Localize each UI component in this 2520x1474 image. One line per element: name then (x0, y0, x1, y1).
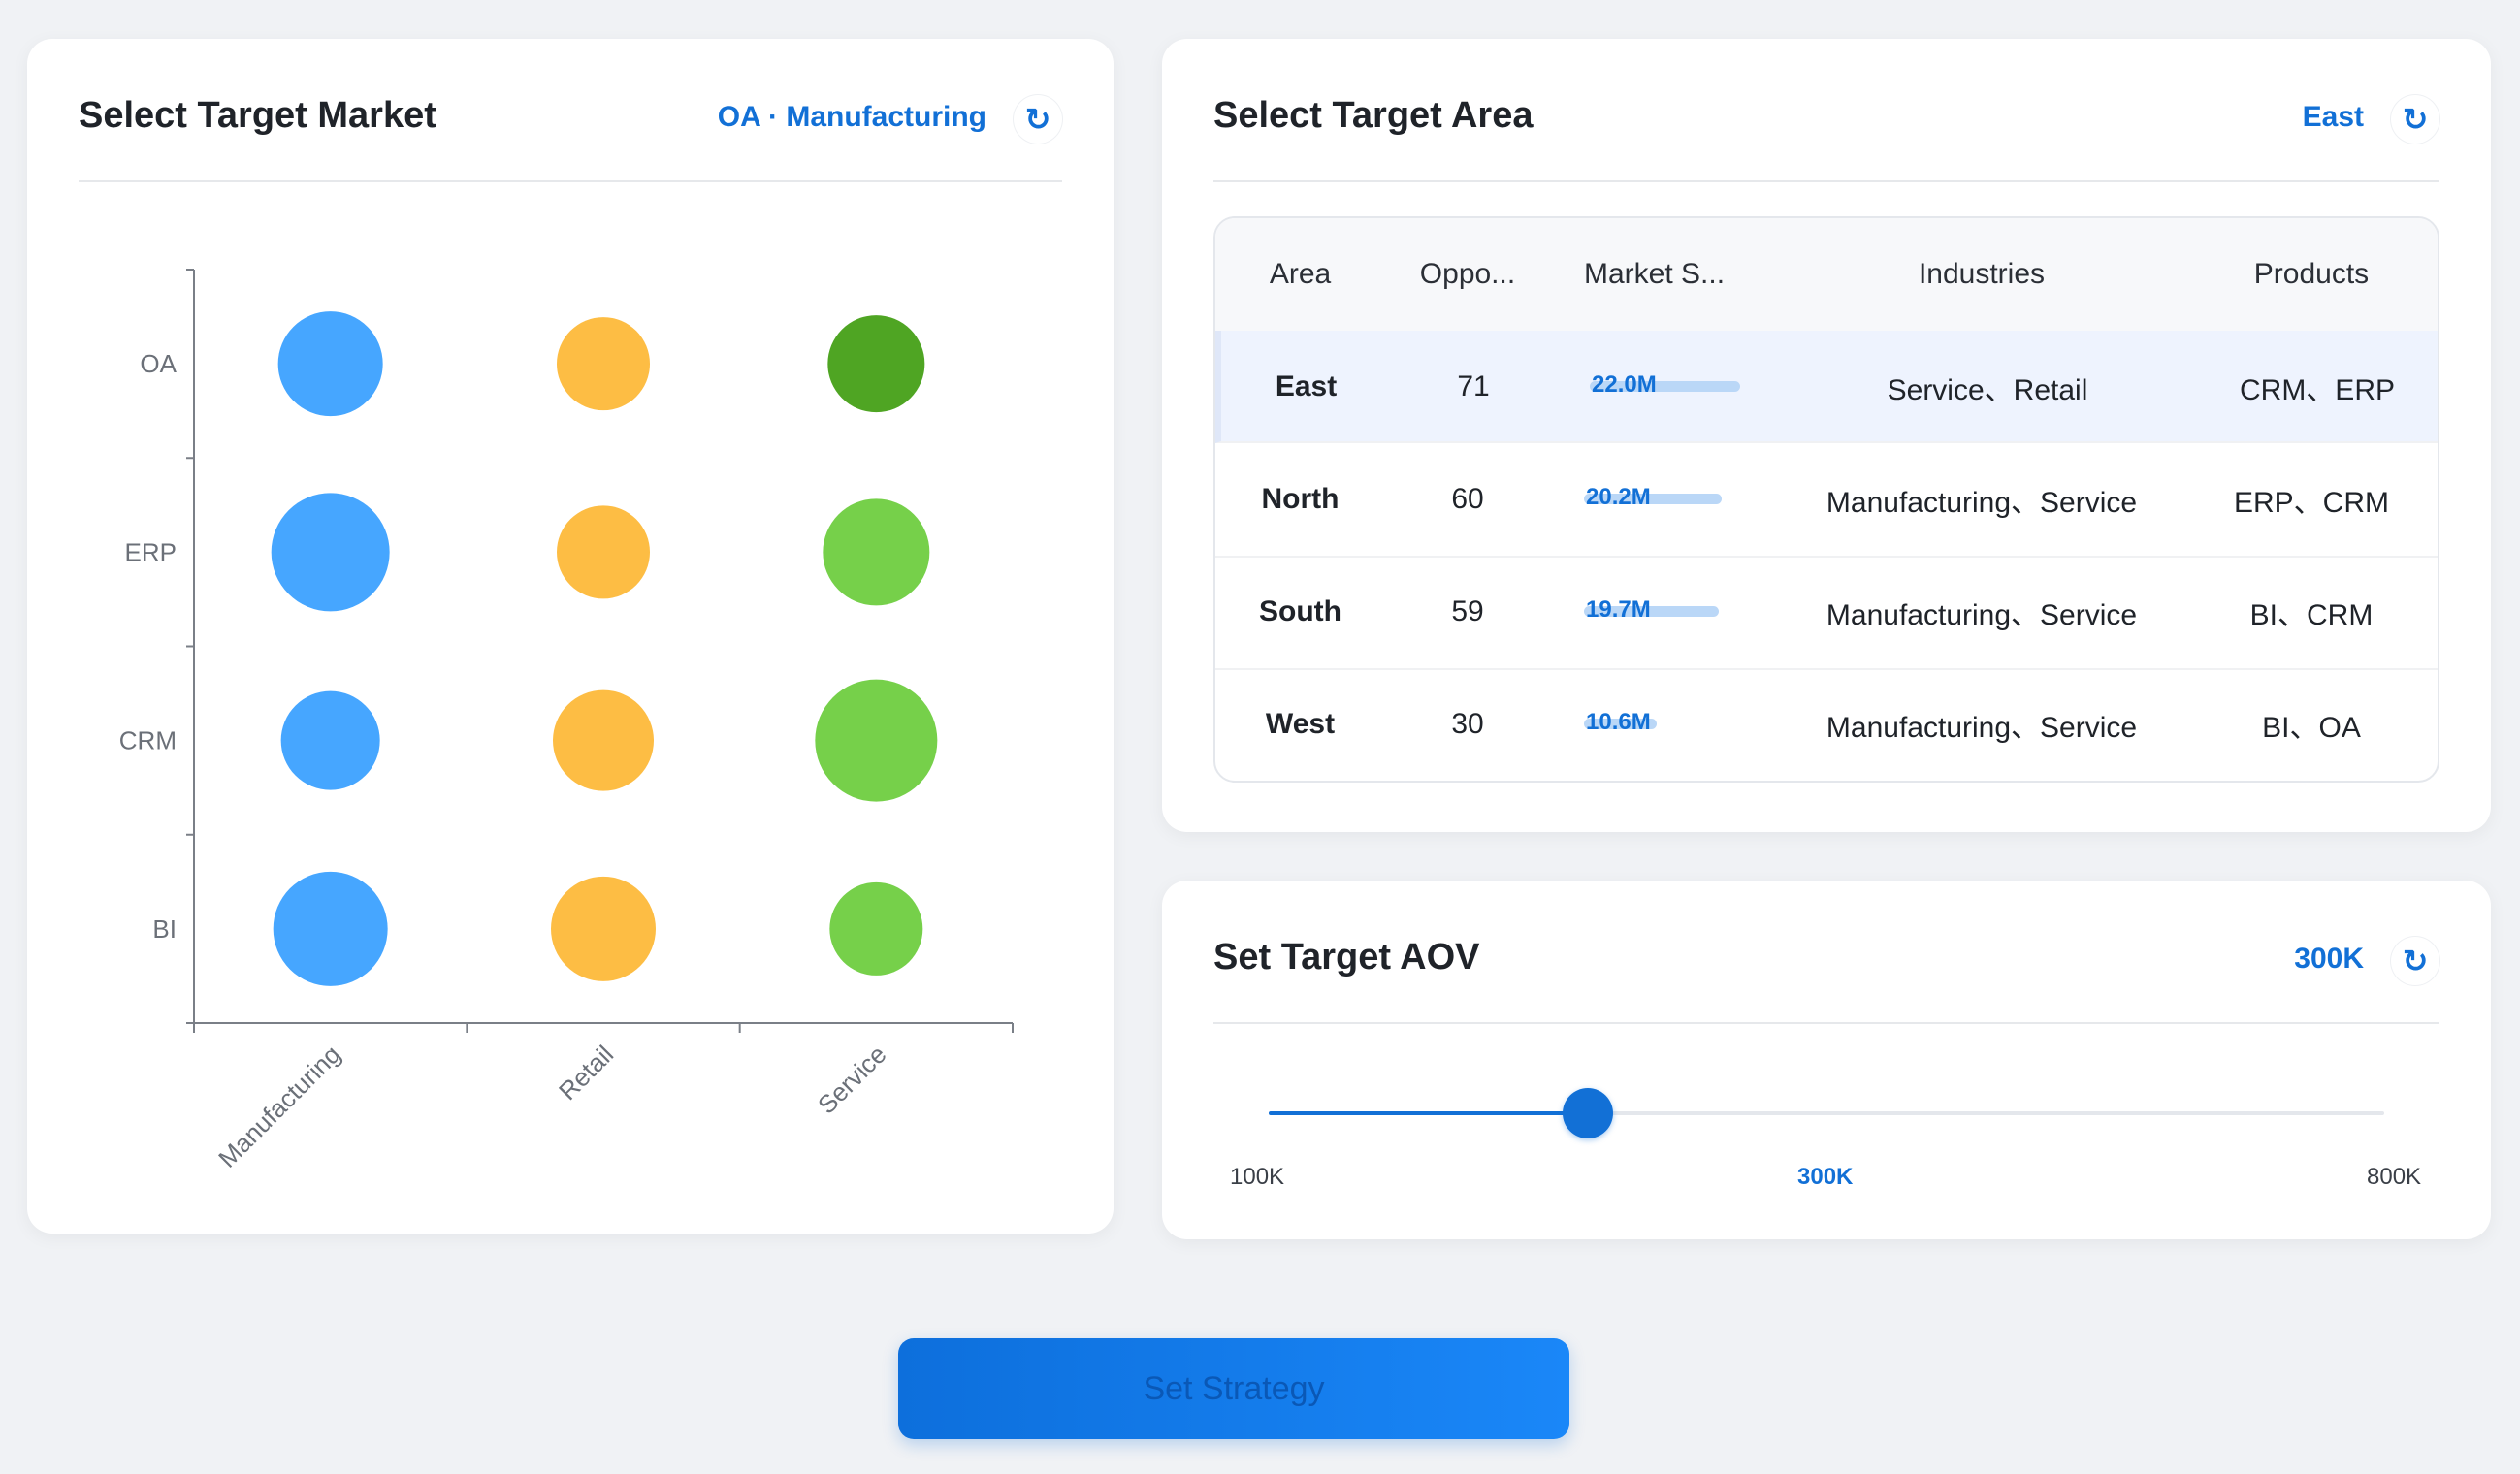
products-cell: CRM、ERP (2239, 374, 2395, 406)
target-market-card: Select Target Market OA · Manufacturing … (27, 39, 1114, 1234)
products-cell: ERP、CRM (2233, 487, 2389, 519)
market-bubble-chart: OA ERP CRM BI Manufacturing Retail Service (119, 269, 1014, 1173)
opportunity-count: 71 (1457, 370, 1490, 402)
aov-selected-value: 300K (2294, 943, 2364, 975)
area-name: West (1265, 708, 1336, 740)
opportunity-count: 60 (1451, 483, 1484, 515)
opportunity-count: 30 (1451, 708, 1484, 740)
target-area-card: Select Target Area East ↻ Area Oppo... M… (1162, 39, 2491, 832)
aov-card-header: Set Target AOV 300K ↻ (1213, 881, 2439, 1024)
x-tick-label: Retail (553, 1040, 619, 1106)
area-card-header: Select Target Area East ↻ (1213, 39, 2439, 182)
bubble-retail-erp[interactable] (557, 505, 650, 599)
bubble-manufacturing-oa[interactable] (277, 311, 383, 417)
area-row-north[interactable]: North 60 20.2M Manufacturing、Service ERP、CRM (1215, 443, 2438, 558)
market-share-bar (1584, 606, 1719, 617)
products-cell: BI、OA (2262, 712, 2361, 744)
bubble-retail-crm[interactable] (553, 689, 654, 791)
area-row-east[interactable]: East 71 22.0M Service、Retail CRM、ERP (1215, 331, 2438, 443)
market-share-value: 20.2M (1586, 484, 1651, 510)
area-selected-value: East (2302, 101, 2364, 133)
area-row-south[interactable]: South 59 19.7M Manufacturing、Service BI、CRM (1215, 556, 2438, 670)
bubble-service-erp[interactable] (823, 498, 930, 606)
aov-slider-fill (1269, 1111, 1588, 1115)
bubble-retail-bi[interactable] (551, 876, 656, 981)
x-tick-label: Manufacturing (212, 1040, 346, 1173)
market-share-value: 22.0M (1592, 371, 1657, 398)
column-header-products[interactable]: Products (2253, 258, 2370, 290)
column-header-opportunities[interactable]: Oppo... (1419, 258, 1516, 290)
area-name: South (1259, 595, 1341, 627)
bubble-service-crm[interactable] (815, 679, 938, 802)
column-header-industries[interactable]: Industries (1918, 258, 2046, 290)
industries-cell: Service、Retail (1887, 374, 2088, 406)
industries-cell: Manufacturing、Service (1825, 599, 2138, 631)
set-strategy-button[interactable]: Set Strategy (898, 1338, 1569, 1439)
aov-refresh-icon[interactable]: ↻ (2391, 937, 2439, 985)
aov-slider-handle[interactable] (1562, 1088, 1613, 1138)
area-name: North (1261, 483, 1340, 515)
area-card-title: Select Target Area (1213, 95, 1534, 136)
y-tick-label: BI (152, 914, 177, 944)
market-share-value: 10.6M (1586, 709, 1651, 735)
aov-max-label: 800K (2367, 1164, 2422, 1190)
area-row-west[interactable]: West 30 10.6M Manufacturing、Service BI、OA (1215, 668, 2438, 781)
x-tick-label: Service (812, 1040, 892, 1120)
bubble-service-oa[interactable] (827, 315, 925, 413)
industries-cell: Manufacturing、Service (1825, 487, 2138, 519)
column-header-market-share[interactable]: Market S... (1584, 258, 1726, 290)
aov-min-label: 100K (1230, 1164, 1285, 1190)
target-aov-card: Set Target AOV 300K ↻ (1162, 881, 2491, 1239)
bubble-manufacturing-crm[interactable] (280, 690, 380, 790)
market-card-header: Select Target Market OA · Manufacturing … (79, 39, 1062, 182)
market-share-bar (1584, 494, 1722, 504)
market-share-value: 19.7M (1586, 596, 1651, 623)
opportunity-count: 59 (1451, 595, 1484, 627)
area-name: East (1275, 370, 1338, 402)
market-share-bar (1590, 381, 1740, 392)
market-card-title: Select Target Market (79, 95, 436, 136)
market-refresh-icon[interactable]: ↻ (1014, 95, 1062, 144)
industries-cell: Manufacturing、Service (1825, 712, 2138, 744)
aov-card-title: Set Target AOV (1213, 937, 1480, 977)
aov-slider-track[interactable] (1269, 1088, 2384, 1138)
area-table-header: Area Oppo... Market S... Industries Prod… (1215, 218, 2438, 333)
area-refresh-icon[interactable]: ↻ (2391, 95, 2439, 144)
bubble-manufacturing-erp[interactable] (271, 493, 390, 612)
column-header-area[interactable]: Area (1269, 258, 1332, 290)
aov-current-label: 300K (1797, 1164, 1854, 1190)
area-table: Area Oppo... Market S... Industries Prod… (1213, 216, 2439, 783)
bubble-retail-oa[interactable] (557, 317, 650, 411)
bubble-service-bi[interactable] (829, 881, 923, 976)
bubble-manufacturing-bi[interactable] (273, 871, 388, 986)
y-tick-label: OA (140, 349, 177, 378)
products-cell: BI、CRM (2249, 599, 2374, 631)
y-tick-label: ERP (125, 537, 177, 566)
market-selected-value: OA · Manufacturing (717, 101, 986, 133)
market-share-bar (1584, 719, 1657, 729)
y-tick-label: CRM (119, 726, 177, 755)
